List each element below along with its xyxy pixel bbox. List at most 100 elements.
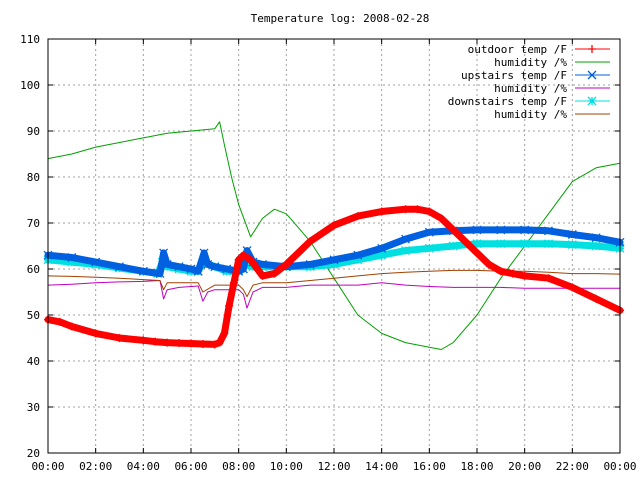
data-point xyxy=(67,322,76,331)
x-tick-label: 00:00 xyxy=(31,460,64,473)
x-tick-label: 08:00 xyxy=(222,460,255,473)
data-point xyxy=(215,338,224,347)
data-point xyxy=(473,248,481,257)
x-tick-label: 10:00 xyxy=(270,460,303,473)
data-point xyxy=(401,205,410,214)
y-tick-label: 30 xyxy=(27,401,40,414)
data-point xyxy=(306,237,315,246)
y-tick-label: 90 xyxy=(27,125,40,138)
chart-title: Temperature log: 2008-02-28 xyxy=(251,12,430,25)
data-point xyxy=(353,212,362,221)
data-point xyxy=(91,257,101,267)
data-point xyxy=(270,269,279,278)
data-point xyxy=(377,243,387,253)
data-point xyxy=(220,329,229,338)
legend-label: humidity /% xyxy=(494,82,567,95)
x-tick-label: 02:00 xyxy=(79,460,112,473)
data-point xyxy=(198,339,207,348)
data-point xyxy=(377,250,387,260)
y-tick-label: 100 xyxy=(20,79,40,92)
data-point xyxy=(305,259,315,269)
data-point xyxy=(229,278,238,287)
data-point xyxy=(155,269,165,279)
x-tick-label: 20:00 xyxy=(508,460,541,473)
data-point xyxy=(472,239,482,249)
data-point xyxy=(115,262,124,272)
y-tick-label: 60 xyxy=(27,263,40,276)
data-point xyxy=(496,267,505,276)
data-point xyxy=(353,255,363,265)
legend-label: upstairs temp /F xyxy=(461,69,567,82)
data-point xyxy=(151,337,160,346)
x-tick-label: 04:00 xyxy=(127,460,160,473)
data-point xyxy=(162,259,172,269)
data-point xyxy=(67,257,77,267)
series-0 xyxy=(44,205,624,349)
data-point xyxy=(544,226,553,236)
x-tick-label: 00:00 xyxy=(603,460,636,473)
y-tick-label: 50 xyxy=(27,309,40,322)
data-point xyxy=(591,241,601,251)
x-tick-label: 22:00 xyxy=(556,460,589,473)
data-point xyxy=(449,225,458,234)
data-point xyxy=(329,255,339,265)
data-point xyxy=(592,294,601,303)
legend-label: outdoor temp /F xyxy=(468,43,567,56)
data-point xyxy=(67,253,77,262)
series-3 xyxy=(47,280,621,309)
data-point xyxy=(210,262,220,272)
data-point xyxy=(496,239,506,249)
data-point xyxy=(425,207,434,216)
data-point xyxy=(591,233,601,243)
x-tick-label: 18:00 xyxy=(460,460,493,473)
legend-label: humidity /% xyxy=(494,56,567,69)
data-point xyxy=(234,255,243,264)
x-tick-label: 12:00 xyxy=(317,460,350,473)
data-point xyxy=(520,271,529,280)
data-point xyxy=(115,334,124,342)
data-point xyxy=(353,250,363,260)
y-tick-label: 80 xyxy=(27,171,40,184)
data-point xyxy=(424,243,434,253)
series-line xyxy=(47,121,621,350)
legend-label: downstairs temp /F xyxy=(448,95,567,108)
data-point xyxy=(203,259,213,269)
data-point xyxy=(138,266,148,276)
legend-marker xyxy=(587,96,597,106)
data-point xyxy=(544,239,553,249)
series-line xyxy=(47,280,621,309)
data-point xyxy=(437,214,446,223)
data-point xyxy=(55,317,64,326)
y-tick-label: 110 xyxy=(20,33,40,46)
series-1 xyxy=(47,121,621,350)
data-point xyxy=(175,339,184,348)
data-point xyxy=(91,329,100,338)
data-point xyxy=(567,240,577,250)
data-point xyxy=(174,262,184,272)
data-point xyxy=(567,230,577,239)
legend-label: humidity /% xyxy=(494,108,567,121)
data-point xyxy=(401,246,410,256)
data-point xyxy=(222,264,232,274)
data-point xyxy=(187,339,195,348)
x-tick-label: 16:00 xyxy=(413,460,446,473)
data-point xyxy=(544,274,553,283)
data-point xyxy=(239,251,248,260)
data-point xyxy=(413,205,422,214)
data-point xyxy=(329,259,339,269)
data-point xyxy=(520,239,530,249)
data-point xyxy=(193,266,203,276)
axis-ticks: 00:00 02:00 04:00 06:00 08:00 10:00 12:00 14:00… xyxy=(20,33,636,473)
data-point xyxy=(330,221,338,230)
data-point xyxy=(508,269,517,278)
legend-marker xyxy=(587,70,597,80)
data-point xyxy=(424,227,434,237)
data-point xyxy=(246,255,255,264)
data-point xyxy=(568,283,577,292)
y-tick-label: 20 xyxy=(27,447,40,460)
data-point xyxy=(159,248,169,258)
data-point xyxy=(225,301,234,310)
